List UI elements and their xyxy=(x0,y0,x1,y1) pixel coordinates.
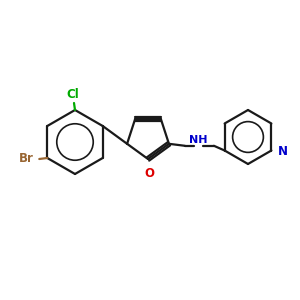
Text: O: O xyxy=(144,167,154,180)
Text: Br: Br xyxy=(18,152,33,166)
Text: N: N xyxy=(278,145,287,158)
Text: Cl: Cl xyxy=(67,88,80,101)
Text: NH: NH xyxy=(189,135,207,145)
